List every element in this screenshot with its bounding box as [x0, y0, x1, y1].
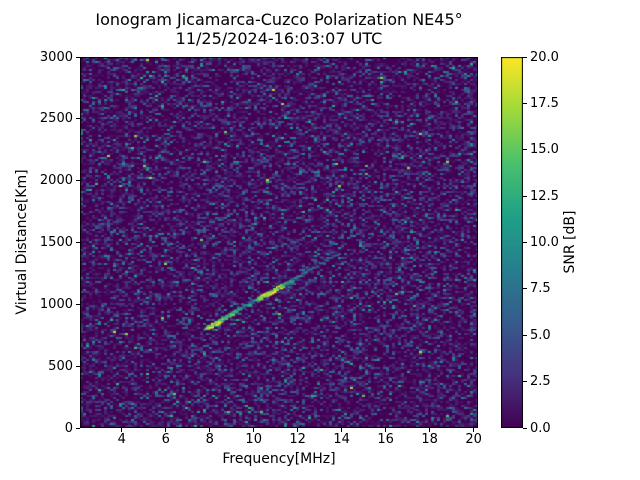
chart-title-line2: 11/25/2024-16:03:07 UTC: [175, 29, 383, 48]
y-tick-mark: [76, 180, 80, 182]
y-tick-mark: [76, 427, 80, 429]
x-tick-mark: [209, 428, 211, 432]
colorbar-tick-label: 10.0: [530, 235, 559, 250]
y-tick-label: 2000: [39, 173, 73, 189]
y-tick-label: 3000: [39, 49, 73, 65]
x-tick-mark: [121, 428, 123, 432]
colorbar-tick-label: 2.5: [530, 374, 551, 390]
x-tick-mark: [385, 428, 387, 432]
y-tick-mark: [76, 242, 80, 243]
colorbar-tick-mark: [523, 195, 527, 197]
colorbar-tick-label: 7.5: [530, 281, 551, 297]
x-tick-label: 4: [117, 432, 126, 447]
x-tick-label: 12: [289, 432, 306, 447]
heatmap-plot-area: [80, 57, 478, 428]
x-axis-label: Frequency[MHz]: [222, 451, 336, 467]
colorbar-tick-mark: [523, 334, 527, 336]
colorbar-tick-label: 0.0: [530, 420, 551, 436]
y-axis-label: Virtual Distance[Km]: [14, 169, 30, 315]
colorbar-tick-mark: [523, 56, 527, 58]
x-tick-mark: [429, 428, 431, 432]
colorbar-tick-label: 17.5: [530, 95, 559, 111]
y-tick-mark: [76, 118, 80, 120]
x-tick-label: 10: [245, 432, 262, 447]
x-tick-mark: [473, 428, 475, 432]
colorbar-tick-mark: [523, 381, 527, 383]
x-tick-mark: [297, 428, 299, 432]
colorbar-tick-mark: [523, 102, 527, 104]
x-tick-mark: [165, 428, 167, 432]
x-tick-label: 14: [333, 432, 350, 447]
x-tick-mark: [341, 428, 343, 432]
x-tick-label: 18: [421, 432, 438, 447]
colorbar-tick-mark: [523, 288, 527, 290]
y-tick-mark: [76, 56, 80, 58]
colorbar-label: SNR [dB]: [562, 210, 578, 274]
colorbar-tick-label: 12.5: [530, 188, 559, 204]
y-tick-mark: [76, 303, 80, 305]
colorbar: [501, 57, 523, 428]
colorbar-tick-mark: [523, 242, 527, 243]
y-tick-mark: [76, 365, 80, 367]
colorbar-tick-label: 15.0: [530, 142, 559, 158]
y-tick-label: 2500: [39, 111, 73, 127]
colorbar-tick-mark: [523, 427, 527, 429]
x-tick-label: 20: [465, 432, 482, 447]
chart-title-line1: Ionogram Jicamarca-Cuzco Polarization NE…: [95, 10, 463, 29]
x-tick-label: 6: [161, 432, 170, 447]
y-tick-label: 0: [64, 420, 73, 436]
y-tick-label: 500: [48, 358, 73, 374]
colorbar-tick-label: 5.0: [530, 327, 551, 343]
x-tick-mark: [253, 428, 255, 432]
x-tick-label: 8: [205, 432, 214, 447]
colorbar-tick-mark: [523, 149, 527, 151]
x-tick-label: 16: [377, 432, 394, 447]
colorbar-tick-label: 20.0: [530, 49, 559, 65]
chart-title: Ionogram Jicamarca-Cuzco Polarization NE…: [80, 10, 478, 48]
y-tick-label: 1000: [39, 296, 73, 312]
y-tick-label: 1500: [39, 235, 73, 250]
